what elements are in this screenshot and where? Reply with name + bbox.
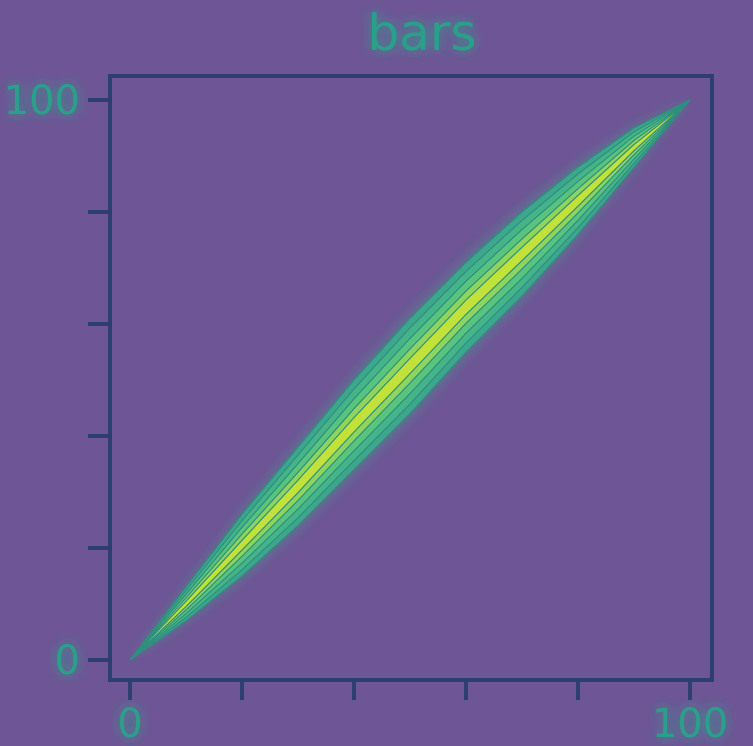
chart-title: bars [368, 4, 477, 62]
y-axis: 0 100 [4, 78, 108, 684]
density-level-5 [129, 99, 691, 661]
y-tick-label-0: 0 [55, 638, 80, 684]
x-axis: 0 100 [117, 682, 728, 746]
plot-frame [108, 74, 714, 682]
x-tick-label-0: 0 [117, 701, 142, 746]
density-band [129, 99, 691, 661]
x-tick-label-100: 100 [652, 701, 728, 746]
y-tick-label-100: 100 [4, 78, 80, 124]
